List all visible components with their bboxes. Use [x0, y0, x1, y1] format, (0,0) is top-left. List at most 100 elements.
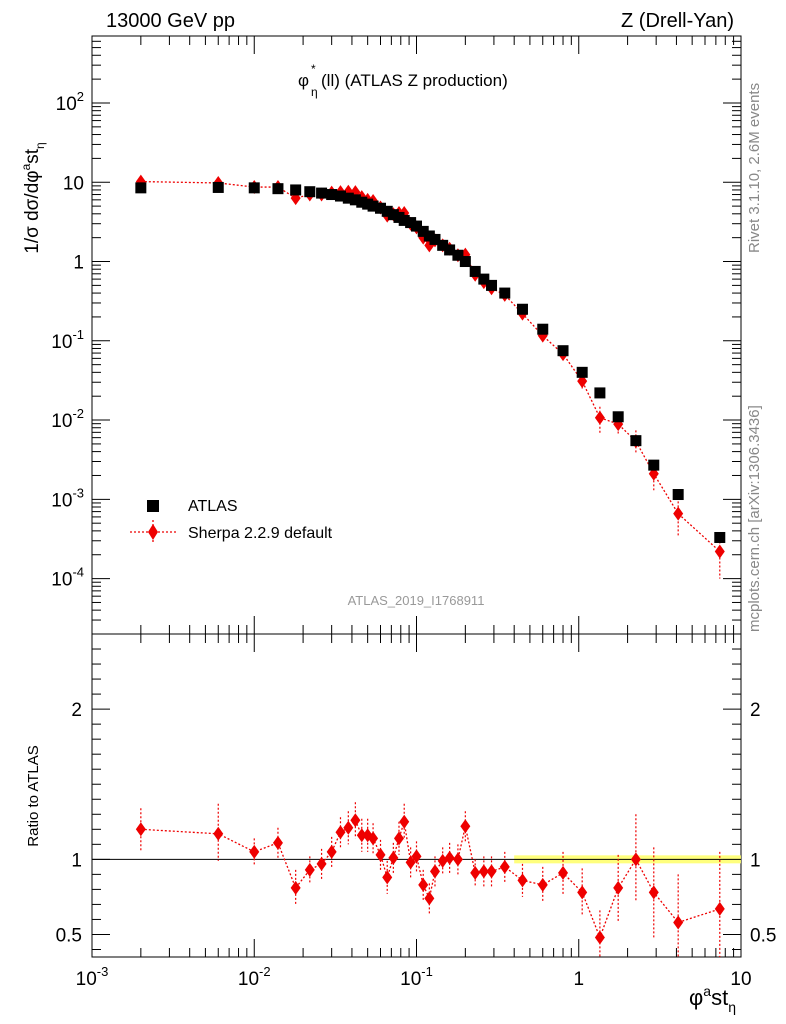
- legend-sherpa-marker: [148, 524, 158, 540]
- ratio-sherpa-point: [356, 828, 367, 843]
- ratio-sherpa-point: [388, 850, 399, 865]
- ratio-sherpa-point: [272, 835, 283, 850]
- atlas-point: [381, 205, 393, 217]
- ratio-y-tick-label: 1: [71, 850, 82, 871]
- ratio-sherpa-point: [135, 822, 146, 837]
- atlas-point: [630, 435, 642, 447]
- x-tick-label: 10-3: [76, 964, 109, 990]
- atlas-point: [429, 233, 441, 245]
- ratio-sherpa-line: [140, 819, 720, 940]
- ratio-sherpa-point: [444, 850, 455, 865]
- ratio-sherpa-point: [290, 880, 301, 895]
- x-tick-label: 1: [573, 969, 584, 990]
- rivet-label: Rivet 3.1.10, 2.6M events: [746, 82, 763, 253]
- atlas-point: [398, 214, 410, 226]
- ratio-y-axis-label: Ratio to ATLAS: [25, 745, 42, 846]
- sherpa-point: [714, 544, 725, 559]
- atlas-point: [316, 187, 328, 199]
- atlas-point: [326, 189, 338, 201]
- ratio-sherpa-point: [316, 856, 327, 871]
- atlas-point: [405, 217, 417, 229]
- sherpa-point: [673, 506, 684, 521]
- ratio-sherpa-point: [343, 820, 354, 835]
- atlas-point: [516, 303, 528, 315]
- ratio-sherpa-point: [335, 825, 346, 840]
- ratio-sherpa-point: [460, 819, 471, 834]
- atlas-point: [478, 273, 490, 285]
- ratio-sherpa-point: [499, 859, 510, 874]
- legend: ATLAS Sherpa 2.2.9 default: [130, 498, 333, 544]
- ratio-axis-ticks: 10-3 10-2 10-1 1 10 0.5 0.5 1 1 2 2: [56, 633, 776, 990]
- ratio-sherpa-point: [429, 864, 440, 879]
- atlas-point: [349, 194, 361, 206]
- ratio-sherpa-point: [411, 849, 422, 864]
- ratio-sherpa-point: [577, 885, 588, 900]
- ratio-sherpa-point: [213, 826, 224, 841]
- y-tick-label: 10-3: [51, 485, 84, 511]
- ratio-sherpa-point: [486, 864, 497, 879]
- y-tick-label: 102: [56, 89, 84, 115]
- ratio-sherpa-point: [375, 847, 386, 862]
- y-tick-label: 10: [63, 173, 84, 194]
- atlas-point: [557, 345, 569, 357]
- svg-text:φastη: φastη: [689, 983, 736, 1015]
- atlas-point: [342, 192, 354, 204]
- legend-atlas-label: ATLAS: [188, 498, 238, 515]
- y-tick-label: 1: [73, 253, 84, 274]
- atlas-point: [417, 225, 429, 237]
- ratio-sherpa-point: [393, 831, 404, 846]
- ratio-sherpa-point: [424, 891, 435, 906]
- x-tick-label: 10-2: [238, 964, 271, 990]
- atlas-point: [714, 531, 726, 543]
- ratio-sherpa-point: [714, 901, 725, 916]
- y-tick-label: 10-4: [51, 565, 84, 591]
- ratio-panel-frame: [91, 633, 742, 958]
- atlas-point: [576, 366, 588, 378]
- process-label: Z (Drell-Yan): [621, 10, 734, 32]
- main-data-series: [135, 181, 726, 543]
- ratio-sherpa-point: [613, 880, 624, 895]
- plot-title: φ * η (ll) (ATLAS Z production): [298, 62, 508, 99]
- atlas-point: [387, 209, 399, 221]
- atlas-point: [469, 265, 481, 277]
- ratio-sherpa-point: [405, 855, 416, 870]
- x-tick-label: 10: [730, 969, 751, 990]
- ratio-y-tick-label: 2: [71, 700, 82, 721]
- atlas-point: [437, 239, 449, 251]
- legend-sherpa-label: Sherpa 2.2.9 default: [188, 525, 333, 542]
- atlas-point: [486, 279, 498, 291]
- svg-text:(ll) (ATLAS Z production): (ll) (ATLAS Z production): [321, 71, 508, 90]
- ratio-sherpa-point: [517, 873, 528, 888]
- legend-atlas-marker: [147, 500, 159, 512]
- ratio-sherpa-point: [478, 864, 489, 879]
- ratio-sherpa-point: [673, 915, 684, 930]
- atlas-point: [304, 186, 316, 198]
- mcplots-label: mcplots.cern.ch [arXiv:1306.3436]: [746, 405, 763, 632]
- ratio-sherpa-point: [594, 930, 605, 945]
- atlas-point: [459, 256, 471, 268]
- atlas-point: [334, 190, 346, 202]
- analysis-id: ATLAS_2019_I1768911: [348, 593, 485, 608]
- energy-label: 13000 GeV pp: [106, 10, 235, 32]
- atlas-point: [135, 182, 147, 194]
- ratio-sherpa-point: [382, 870, 393, 885]
- svg-text:*: *: [311, 62, 316, 76]
- atlas-point: [594, 387, 606, 399]
- sherpa-point: [594, 410, 605, 425]
- x-axis-label: φastη: [689, 983, 736, 1015]
- x-tick-label: 10-1: [400, 964, 433, 990]
- main-y-axis-label: 1/σ dσ/dφastη: [19, 142, 47, 253]
- svg-text:η: η: [311, 85, 318, 99]
- ratio-y-tick-label-right: 0.5: [750, 925, 776, 946]
- svg-text:φ: φ: [298, 71, 309, 90]
- main-axis-ticks: 10-4 10-3 10-2 10-1 1 10 102: [51, 35, 741, 635]
- atlas-point: [367, 200, 379, 212]
- atlas-point: [444, 244, 456, 256]
- atlas-point: [290, 184, 302, 196]
- atlas-point: [452, 249, 464, 261]
- atlas-point: [248, 182, 260, 194]
- atlas-point: [499, 287, 511, 299]
- atlas-point: [672, 489, 684, 501]
- atlas-point: [537, 323, 549, 335]
